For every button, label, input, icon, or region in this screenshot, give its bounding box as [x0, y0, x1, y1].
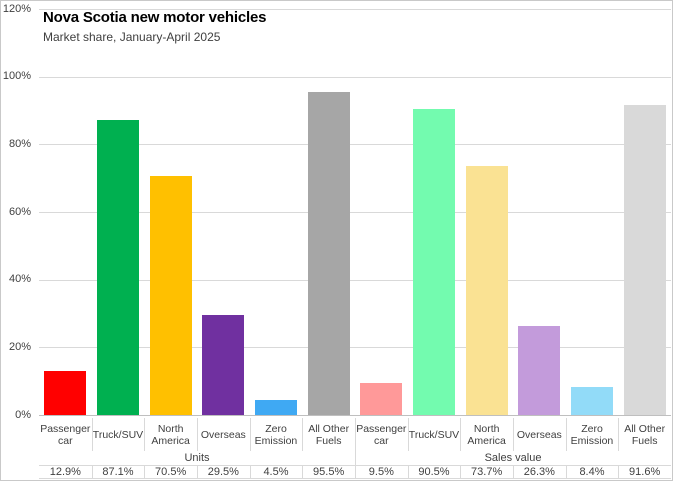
- category-label-units-north-america: North America: [151, 422, 190, 447]
- chart-title: Nova Scotia new motor vehicles: [43, 9, 267, 26]
- category-label-units-overseas: Overseas: [200, 428, 246, 441]
- y-axis-label-60%: 60%: [8, 205, 31, 218]
- bar-sales-value-zero-emission: [571, 386, 613, 415]
- gridline-100%: [39, 76, 671, 78]
- bar-units-passenger-car: [44, 371, 87, 415]
- category-label-units-truck-suv: Truck/SUV: [92, 428, 144, 441]
- value-cell-units-north-america: 70.5%: [155, 465, 187, 478]
- category-label-sales-value-passenger-car: Passenger car: [356, 422, 407, 447]
- x-axis-line: [39, 415, 671, 416]
- value-cell-sales-value-overseas: 26.3%: [523, 465, 555, 478]
- bar-sales-value-all-other-fuels: [623, 105, 666, 415]
- y-axis-label-120%: 120%: [2, 2, 31, 15]
- value-cell-sales-value-all-other-fuels: 91.6%: [629, 465, 661, 478]
- gridline-80%: [39, 144, 671, 146]
- bar-sales-value-passenger-car: [360, 382, 403, 415]
- value-divider: [513, 466, 514, 478]
- y-axis-label-0%: 0%: [15, 408, 31, 421]
- value-divider: [249, 466, 251, 478]
- y-axis-label-100%: 100%: [2, 70, 31, 83]
- y-axis-label-80%: 80%: [8, 137, 31, 150]
- category-label-sales-value-zero-emission: Zero Emission: [570, 422, 614, 447]
- bar-units-all-other-fuels: [307, 91, 350, 415]
- category-divider: [302, 418, 304, 451]
- bar-sales-value-overseas: [518, 326, 561, 415]
- category-label-units-passenger-car: Passenger car: [40, 422, 91, 447]
- category-divider: [618, 418, 620, 451]
- category-divider: [565, 418, 567, 451]
- category-label-sales-value-overseas: Overseas: [516, 428, 562, 441]
- value-cell-sales-value-zero-emission: 8.4%: [579, 465, 605, 478]
- category-divider: [91, 418, 93, 451]
- table-bottomline: [39, 478, 671, 479]
- value-divider: [565, 466, 567, 478]
- value-divider: [618, 466, 620, 478]
- value-divider: [91, 466, 93, 478]
- gridline-40%: [39, 279, 671, 281]
- value-cell-units-zero-emission: 4.5%: [263, 465, 289, 478]
- table-midline: [39, 465, 671, 466]
- gridline-60%: [39, 212, 671, 213]
- bar-units-truck-suv: [97, 120, 139, 415]
- y-axis-label-40%: 40%: [8, 273, 31, 286]
- value-cell-units-passenger-car: 12.9%: [49, 465, 81, 478]
- category-divider: [513, 418, 514, 451]
- value-divider: [197, 466, 198, 478]
- group-label-units: Units: [184, 452, 210, 464]
- value-cell-sales-value-truck-suv: 90.5%: [418, 465, 450, 478]
- bar-units-overseas: [202, 315, 245, 415]
- group-label-sales-value: Sales value: [484, 452, 542, 464]
- bar-sales-value-truck-suv: [413, 108, 455, 415]
- category-divider: [460, 418, 462, 451]
- value-cell-sales-value-passenger-car: 9.5%: [368, 465, 394, 478]
- category-divider: [144, 418, 146, 451]
- gridline-20%: [39, 347, 671, 349]
- category-label-sales-value-truck-suv: Truck/SUV: [408, 428, 460, 441]
- y-axis-label-20%: 20%: [8, 340, 31, 353]
- value-divider: [144, 466, 146, 478]
- bar-units-zero-emission: [255, 399, 297, 415]
- value-divider: [460, 466, 462, 478]
- value-divider: [407, 466, 409, 478]
- category-label-sales-value-all-other-fuels: All Other Fuels: [624, 422, 666, 447]
- category-label-units-zero-emission: Zero Emission: [254, 422, 298, 447]
- category-label-sales-value-north-america: North America: [467, 422, 506, 447]
- value-cell-units-overseas: 29.5%: [207, 465, 239, 478]
- chart-subtitle: Market share, January-April 2025: [43, 30, 221, 44]
- value-cell-units-truck-suv: 87.1%: [102, 465, 134, 478]
- category-divider: [249, 418, 251, 451]
- bar-sales-value-north-america: [465, 165, 508, 415]
- value-divider: [302, 466, 304, 478]
- category-divider: [197, 418, 198, 451]
- category-divider: [407, 418, 409, 451]
- bar-units-north-america: [149, 176, 192, 415]
- value-cell-units-all-other-fuels: 95.5%: [313, 465, 345, 478]
- value-cell-sales-value-north-america: 73.7%: [471, 465, 503, 478]
- value-divider: [355, 466, 356, 478]
- category-label-units-all-other-fuels: All Other Fuels: [308, 422, 350, 447]
- group-divider: [355, 418, 356, 465]
- gridline-120%: [39, 9, 671, 10]
